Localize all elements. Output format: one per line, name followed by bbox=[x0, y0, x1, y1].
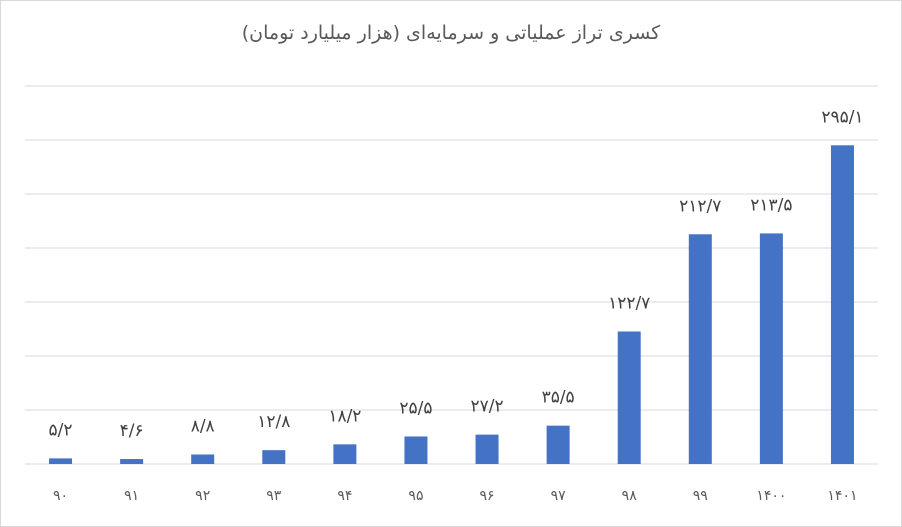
bar bbox=[262, 450, 286, 464]
chart-title: کسری تراز عملیاتی و سرمایه‌ای (هزار میلی… bbox=[241, 22, 661, 44]
data-label: ۲۹۵/۱ bbox=[821, 107, 863, 127]
data-label: ۱۲/۸ bbox=[257, 412, 290, 432]
x-tick-label: ۹۹ bbox=[693, 488, 708, 504]
x-tick-label: ۹۵ bbox=[408, 488, 423, 504]
x-tick-label: ۹۸ bbox=[622, 488, 638, 504]
bar bbox=[404, 436, 428, 464]
x-tick-label: ۹۱ bbox=[124, 488, 139, 504]
data-label: ۲۱۳/۵ bbox=[750, 195, 792, 215]
x-tick-label: ۱۴۰۱ bbox=[827, 488, 857, 504]
bar bbox=[191, 454, 215, 464]
bar bbox=[546, 425, 570, 464]
bar bbox=[830, 145, 854, 465]
data-label: ۱۲۲/۷ bbox=[608, 293, 650, 313]
data-label: ۸/۸ bbox=[191, 416, 215, 436]
x-tick-label: ۹۳ bbox=[266, 488, 282, 504]
x-tick-label: ۹۰ bbox=[53, 488, 68, 504]
bar bbox=[49, 458, 73, 464]
data-label: ۵/۲ bbox=[49, 420, 73, 440]
bar bbox=[475, 434, 499, 464]
data-label: ۲۷/۲ bbox=[470, 397, 503, 417]
bar bbox=[120, 459, 144, 464]
x-tick-label: ۹۶ bbox=[480, 488, 495, 504]
bar bbox=[759, 233, 783, 464]
x-tick-label: ۱۴۰۰ bbox=[756, 488, 786, 504]
x-tick-label: ۹۴ bbox=[337, 488, 352, 504]
data-label: ۴/۶ bbox=[120, 421, 144, 441]
bar bbox=[333, 444, 357, 464]
data-label: ۲۱۲/۷ bbox=[679, 196, 721, 216]
x-tick-label: ۹۷ bbox=[551, 488, 567, 504]
data-label: ۳۵/۵ bbox=[542, 388, 575, 408]
bar bbox=[617, 331, 641, 464]
x-tick-label: ۹۲ bbox=[195, 488, 210, 504]
data-label: ۱۸/۲ bbox=[328, 406, 361, 426]
bar bbox=[688, 234, 712, 464]
data-label: ۲۵/۵ bbox=[399, 398, 432, 418]
